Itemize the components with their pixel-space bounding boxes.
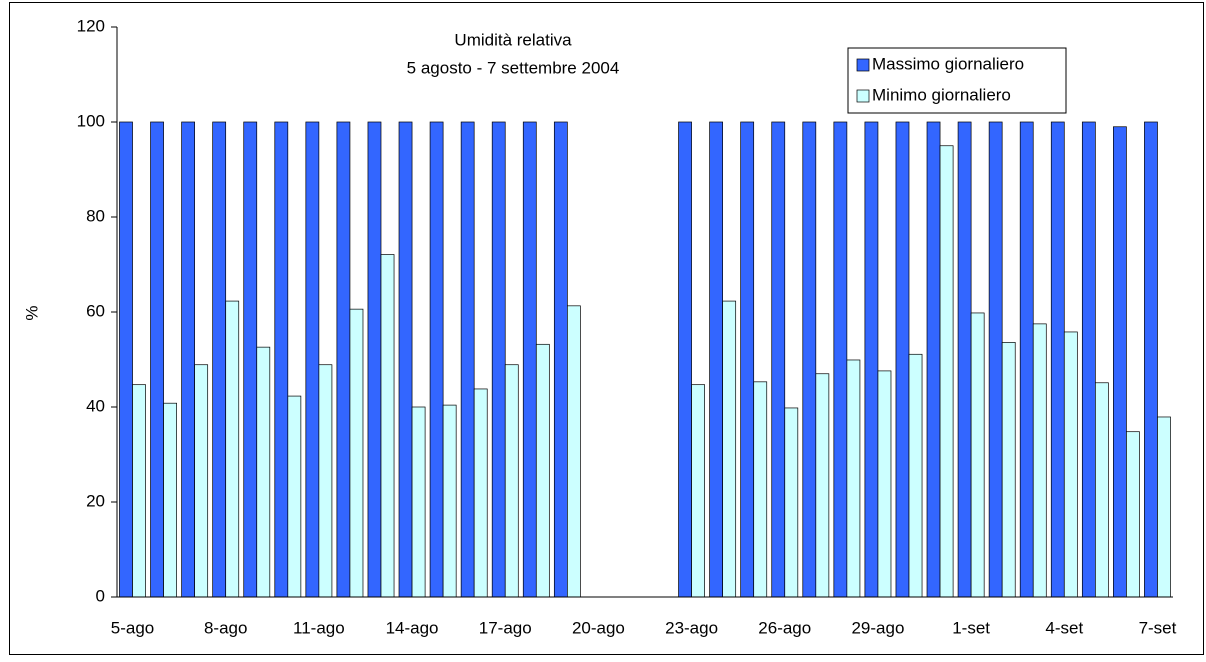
y-tick-label: 80: [86, 206, 105, 225]
bar: [460, 121, 475, 598]
bar: [1063, 331, 1078, 598]
bar: [1019, 121, 1034, 598]
bar: [567, 305, 581, 598]
bar: [367, 121, 382, 598]
bar: [1032, 323, 1047, 598]
legend-label: Minimo giornaliero: [872, 85, 1011, 104]
x-tick-label: 26-ago: [758, 618, 811, 637]
y-tick-label: 60: [86, 301, 105, 320]
bar: [442, 404, 457, 598]
bar: [1126, 431, 1140, 598]
y-axis-label: %: [22, 305, 41, 320]
bar: [926, 121, 941, 598]
bar: [212, 121, 227, 598]
legend-swatch: [856, 89, 870, 103]
bar: [473, 388, 488, 598]
bar: [802, 121, 817, 598]
y-tick-label: 40: [86, 396, 105, 415]
x-tick-label: 20-ago: [572, 618, 625, 637]
y-tick-label: 0: [96, 586, 105, 605]
bar: [784, 407, 799, 598]
bar: [318, 364, 333, 598]
bar: [833, 121, 848, 598]
bar: [908, 353, 923, 598]
bar: [504, 364, 519, 598]
chart-title: Umidità relativa: [454, 30, 572, 49]
bar: [864, 121, 879, 598]
bar: [722, 300, 737, 598]
bar: [150, 121, 164, 598]
bar: [274, 121, 289, 598]
bar: [740, 121, 755, 598]
bar: [709, 121, 723, 598]
bar: [1001, 342, 1016, 598]
bar: [256, 346, 271, 598]
bar: [491, 121, 506, 598]
chart-subtitle: 5 agosto - 7 settembre 2004: [407, 58, 620, 77]
bar: [939, 145, 954, 598]
x-tick-label: 29-ago: [851, 618, 904, 637]
y-tick-label: 120: [77, 16, 105, 35]
bar: [988, 121, 1003, 598]
bar: [1050, 121, 1065, 598]
bar: [119, 121, 133, 598]
x-tick-label: 17-ago: [479, 618, 532, 637]
bar: [553, 121, 568, 598]
bar: [771, 121, 786, 598]
legend-label: Massimo giornaliero: [872, 54, 1024, 73]
bar: [535, 343, 550, 598]
bar: [243, 121, 258, 598]
bar: [163, 402, 177, 598]
legend-box: [847, 47, 1067, 114]
x-tick-label: 8-ago: [204, 618, 247, 637]
bar: [957, 121, 972, 598]
bar: [815, 373, 830, 598]
bar: [1144, 121, 1158, 598]
x-tick-label: 14-ago: [386, 618, 439, 637]
bar: [225, 300, 240, 598]
y-tick-label: 100: [77, 111, 105, 130]
y-tick-label: 20: [86, 491, 105, 510]
bar: [181, 121, 195, 598]
x-tick-label: 4-set: [1045, 618, 1083, 637]
bar: [305, 121, 320, 598]
bar: [336, 121, 351, 598]
legend-swatch: [856, 58, 870, 72]
bar: [1157, 416, 1171, 598]
bar: [287, 395, 302, 598]
bar: [380, 254, 395, 598]
x-tick-label: 7-set: [1139, 618, 1177, 637]
bar: [895, 121, 910, 598]
bar: [1113, 126, 1127, 598]
x-tick-label: 11-ago: [293, 618, 345, 637]
bar: [877, 370, 892, 598]
bar: [753, 381, 768, 598]
bar: [194, 364, 209, 598]
bar: [970, 312, 985, 598]
bar: [349, 308, 364, 598]
bar: [846, 359, 861, 598]
x-tick-label: 23-ago: [665, 618, 718, 637]
bar: [522, 121, 537, 598]
x-tick-label: 1-set: [952, 618, 990, 637]
x-tick-label: 5-ago: [111, 618, 154, 637]
bar: [132, 384, 146, 598]
bar: [411, 406, 426, 598]
bar: [429, 121, 444, 598]
bar: [678, 121, 692, 598]
bar: [691, 384, 705, 598]
bar: [398, 121, 413, 598]
bar: [1081, 121, 1096, 598]
bar: [1095, 382, 1109, 598]
